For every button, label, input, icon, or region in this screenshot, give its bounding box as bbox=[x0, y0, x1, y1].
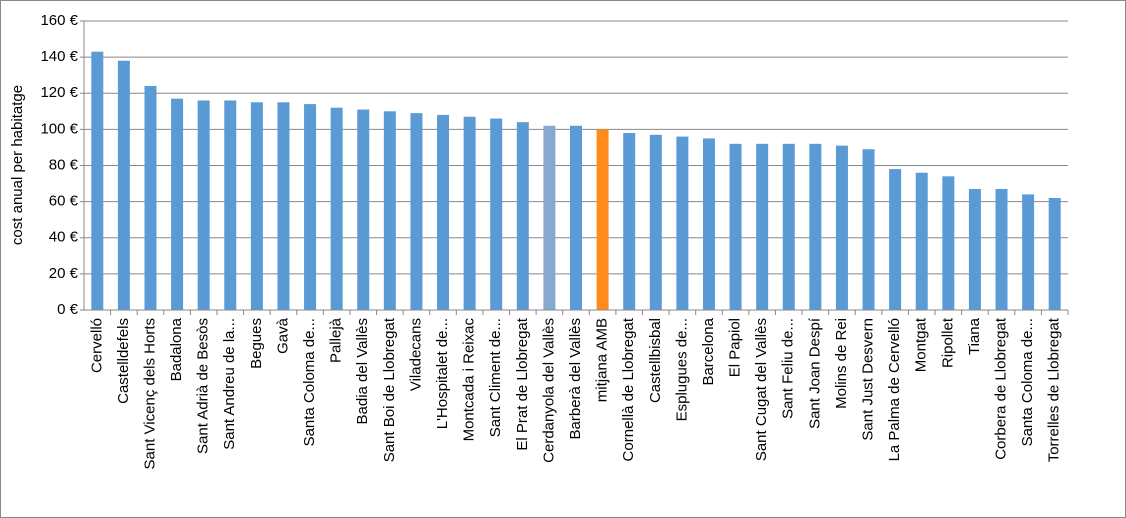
x-tick-label: Sant Cugat del Vallès bbox=[753, 318, 770, 461]
bar bbox=[304, 104, 317, 311]
x-tick-label: Viladecans bbox=[407, 318, 424, 391]
x-tick-label: Sant Andreu de la... bbox=[221, 318, 238, 450]
x-tick-label: Santa Coloma de... bbox=[301, 318, 318, 446]
x-tick-label: L'Hospitalet de... bbox=[434, 318, 451, 429]
bar bbox=[357, 109, 370, 310]
bar bbox=[756, 143, 769, 310]
y-tick-label: 60 € bbox=[49, 193, 79, 210]
bar bbox=[676, 136, 689, 310]
bar bbox=[277, 102, 290, 310]
bar bbox=[729, 143, 742, 310]
x-tick-label: El Prat de Llobregat bbox=[514, 317, 531, 450]
x-tick-label: Sant Climent de... bbox=[487, 318, 504, 437]
bar bbox=[224, 100, 237, 310]
bar bbox=[250, 102, 263, 310]
bar bbox=[197, 100, 210, 310]
y-tick-label: 0 € bbox=[57, 301, 79, 318]
bar bbox=[596, 129, 609, 310]
bar bbox=[623, 132, 636, 310]
bar bbox=[570, 125, 582, 310]
x-tick-label: Sant Joan Despí bbox=[806, 317, 823, 429]
bar bbox=[330, 107, 343, 310]
x-tick-label: Castelldefels bbox=[115, 318, 132, 404]
x-tick-label: Corbera de Llobregat bbox=[992, 317, 1009, 460]
x-tick-label: El Papiol bbox=[727, 318, 744, 377]
x-tick-label: Sant Vicenç dels Horts bbox=[141, 318, 158, 469]
bar bbox=[782, 143, 795, 310]
bar bbox=[809, 143, 822, 310]
x-tick-label: Sant Adrià de Besòs bbox=[195, 318, 212, 454]
x-tick-label: Pallejà bbox=[328, 317, 345, 363]
y-axis-label: cost anual per habitatge bbox=[9, 85, 26, 245]
bar bbox=[410, 113, 423, 311]
x-tick-label: Cerdanyola del Vallès bbox=[540, 318, 557, 463]
bar bbox=[702, 138, 715, 310]
y-tick-label: 160 € bbox=[40, 12, 78, 29]
y-tick-label: 140 € bbox=[40, 48, 78, 65]
x-tick-label: Montgat bbox=[913, 317, 930, 372]
bar bbox=[889, 169, 902, 310]
bar bbox=[995, 188, 1008, 310]
bar bbox=[463, 116, 476, 310]
bar bbox=[862, 149, 875, 310]
bar bbox=[1048, 198, 1061, 310]
x-tick-label: La Palma de Cervelló bbox=[886, 318, 903, 461]
bar bbox=[915, 172, 928, 310]
y-tick-label: 80 € bbox=[49, 156, 79, 173]
x-tick-label: Castellbisbal bbox=[647, 318, 664, 403]
bar bbox=[144, 86, 157, 311]
x-tick-label: Santa Coloma de... bbox=[1019, 318, 1036, 446]
x-tick-label: Gavà bbox=[274, 317, 291, 354]
x-tick-label: Esplugues de... bbox=[673, 318, 690, 421]
x-tick-label: Tiana bbox=[966, 317, 983, 355]
x-tick-label: Cervelló bbox=[88, 318, 105, 373]
bar bbox=[649, 134, 662, 310]
x-tick-label: Barcelona bbox=[700, 317, 717, 385]
bar bbox=[835, 145, 848, 310]
bar bbox=[543, 125, 556, 310]
bar bbox=[1022, 194, 1035, 310]
bar bbox=[516, 122, 529, 311]
x-tick-label: Sant Just Desvern bbox=[860, 318, 877, 441]
y-tick-label: 20 € bbox=[49, 265, 79, 282]
x-tick-label: Torrelles de Llobregat bbox=[1046, 317, 1063, 462]
bar bbox=[968, 188, 981, 310]
x-tick-label: Sant Boi de Llobregat bbox=[381, 317, 398, 462]
x-tick-label: mitjana AMB bbox=[594, 318, 611, 402]
y-tick-label: 100 € bbox=[40, 120, 78, 137]
bar bbox=[117, 60, 130, 310]
x-tick-label: Montcada i Reixac bbox=[461, 318, 478, 442]
bar bbox=[942, 176, 955, 310]
bar bbox=[171, 98, 184, 310]
x-tick-label: Badia del Vallès bbox=[354, 318, 371, 424]
x-tick-label: Begues bbox=[248, 318, 265, 369]
y-tick-label: 120 € bbox=[40, 84, 78, 101]
y-tick-label: 40 € bbox=[49, 229, 79, 246]
bar bbox=[437, 114, 450, 310]
bar bbox=[383, 111, 396, 310]
bar bbox=[490, 118, 503, 310]
x-tick-label: Sant Feliu de... bbox=[780, 318, 797, 419]
x-tick-label: Cornellà de Llobregat bbox=[620, 317, 637, 461]
x-tick-label: Barberà del Vallès bbox=[567, 318, 584, 439]
x-tick-label: Badalona bbox=[168, 317, 185, 381]
bar bbox=[91, 51, 104, 311]
x-tick-label: Ripollet bbox=[939, 317, 956, 368]
x-tick-label: Molins de Rei bbox=[833, 318, 850, 409]
